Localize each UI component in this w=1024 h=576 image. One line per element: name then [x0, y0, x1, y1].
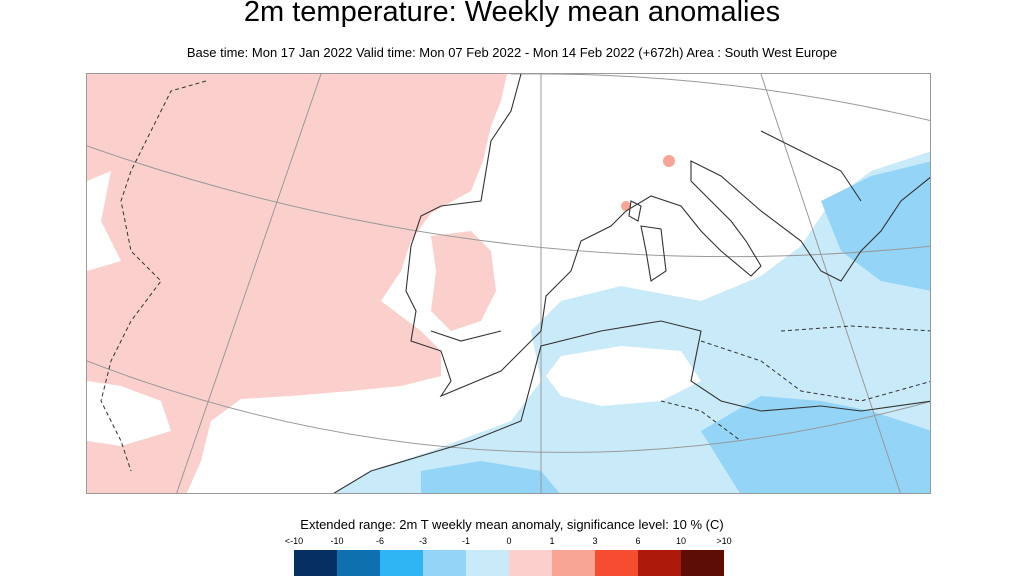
white-patch-atlantic-2 [87, 381, 171, 446]
legend-label: >10 [716, 536, 732, 546]
significance-contours [100, 80, 930, 472]
chart-subtitle: Base time: Mon 17 Jan 2022 Valid time: M… [186, 45, 838, 60]
warm-spot-corsica [621, 201, 631, 211]
legend-swatch [638, 550, 681, 576]
cold-anomaly-strong [701, 396, 930, 493]
legend-label: 1 [549, 536, 555, 546]
legend-swatch [294, 550, 337, 576]
legend-swatch [466, 550, 509, 576]
legend-label: -1 [461, 536, 471, 546]
warm-anomaly-iberia [431, 231, 496, 331]
legend-label: 0 [506, 536, 512, 546]
white-patch-atlantic [87, 171, 121, 271]
legend-label: -10 [330, 536, 344, 546]
cold-anomaly-south [421, 461, 560, 493]
warm-spot-alps [663, 155, 675, 167]
legend-label: -3 [418, 536, 428, 546]
legend-colorbar [294, 550, 724, 576]
legend-swatch [681, 550, 724, 576]
legend-label: -6 [375, 536, 385, 546]
chart-title: 2m temperature: Weekly mean anomalies [243, 0, 781, 28]
legend-swatch [595, 550, 638, 576]
legend-swatch [509, 550, 552, 576]
legend-swatch [337, 550, 380, 576]
legend-swatch [380, 550, 423, 576]
warm-anomaly-region [87, 74, 507, 493]
legend-labels: <-10 -10 -6 -3 -1 0 1 3 6 10 >10 [285, 536, 732, 548]
graticule [87, 74, 930, 493]
legend-label: 10 [675, 536, 687, 546]
cold-anomaly-greece [821, 161, 930, 291]
legend-label: <-10 [284, 536, 304, 546]
legend-title: Extended range: 2m T weekly mean anomaly… [300, 517, 724, 532]
legend-swatch [423, 550, 466, 576]
legend-label: 3 [592, 536, 598, 546]
coastlines [333, 74, 930, 493]
legend-swatch [552, 550, 595, 576]
anomaly-map [86, 73, 931, 494]
legend-label: 6 [635, 536, 641, 546]
white-patch-africa [546, 346, 701, 406]
